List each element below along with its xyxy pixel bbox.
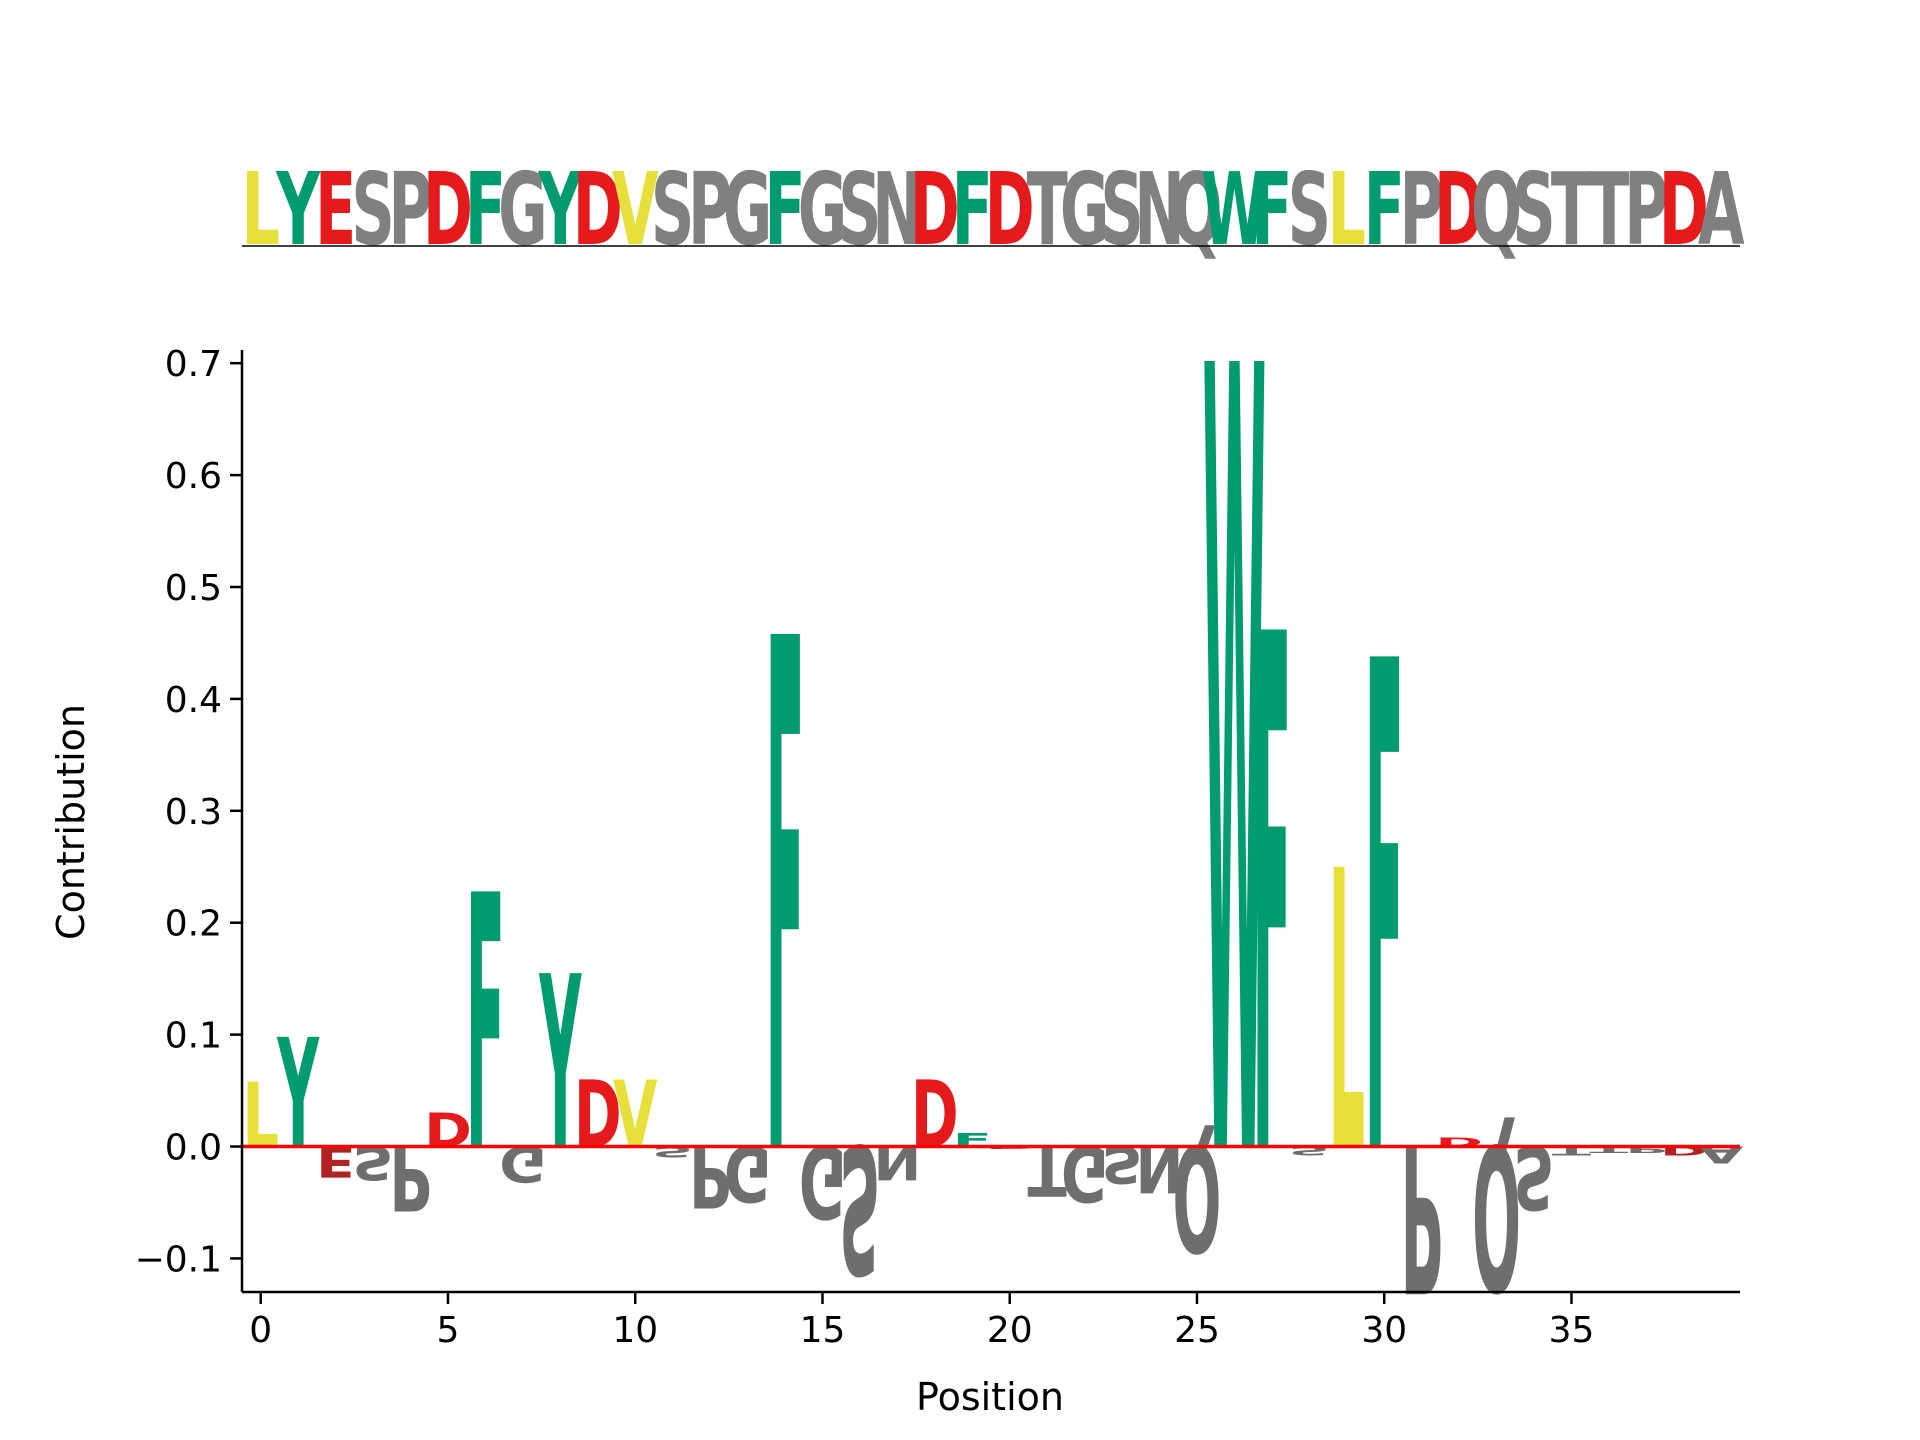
sequence-letter: G bbox=[798, 152, 848, 268]
logo-glyph: Q bbox=[1172, 1111, 1221, 1281]
sequence-letter: S bbox=[838, 152, 882, 268]
x-tick-label: 10 bbox=[612, 1310, 658, 1351]
logo-glyph: G bbox=[499, 1135, 546, 1193]
y-tick-label: 0.1 bbox=[165, 1016, 222, 1057]
sequence-letter: G bbox=[498, 152, 548, 268]
sequence-letter: P bbox=[1624, 152, 1668, 268]
y-tick-label: 0.3 bbox=[165, 792, 222, 833]
sequence-letter: S bbox=[1100, 152, 1144, 268]
sequence-letter: E bbox=[315, 152, 356, 268]
sequence-letter: S bbox=[651, 152, 695, 268]
sequence-letter: D bbox=[910, 152, 960, 268]
y-axis-title: Contribution bbox=[49, 704, 93, 940]
logo-glyph: W bbox=[1203, 147, 1267, 1401]
sequence-letter: Y bbox=[538, 152, 583, 268]
sequence-letter: T bbox=[1588, 152, 1629, 268]
logo-glyph: S bbox=[352, 1135, 393, 1188]
logo-glyph: P bbox=[1401, 1098, 1443, 1333]
y-tick-label: 0.7 bbox=[165, 344, 222, 385]
x-tick-label: 30 bbox=[1361, 1310, 1407, 1351]
x-tick-label: 35 bbox=[1549, 1310, 1595, 1351]
logo-glyph: T bbox=[1589, 1144, 1628, 1155]
sequence-letter: Q bbox=[1171, 152, 1222, 268]
sequence-letter: F bbox=[764, 152, 805, 268]
logo-glyph: P bbox=[389, 1125, 431, 1229]
sequence-letter: N bbox=[1134, 152, 1185, 268]
logo-glyph: D bbox=[574, 1063, 622, 1170]
sequence-letter: F bbox=[1364, 152, 1405, 268]
sequence-letter: S bbox=[1512, 152, 1556, 268]
sequence-letter: L bbox=[241, 152, 279, 268]
x-axis-title: Position bbox=[916, 1375, 1064, 1419]
sequence-letter: P bbox=[1400, 152, 1444, 268]
logo-glyph: D bbox=[911, 1063, 959, 1170]
sequence-letter: T bbox=[1551, 152, 1592, 268]
logo-glyph: V bbox=[613, 1063, 658, 1170]
logo-glyph: E bbox=[316, 1136, 355, 1186]
sequence-letter: N bbox=[872, 152, 923, 268]
sequence-letter: F bbox=[952, 152, 993, 268]
y-tick-label: 0.5 bbox=[165, 568, 222, 609]
logo-glyph: F bbox=[765, 494, 804, 1313]
logo-glyph: Y bbox=[539, 925, 582, 1203]
y-tick-label: 0.4 bbox=[165, 680, 222, 721]
sequence-letter: V bbox=[612, 152, 659, 268]
sequence-letter: D bbox=[1659, 152, 1709, 268]
sequence-letter: G bbox=[723, 152, 773, 268]
logo-glyph: G bbox=[1061, 1127, 1108, 1216]
logo-glyph: Y bbox=[276, 1007, 320, 1183]
y-tick-label: −0.1 bbox=[135, 1239, 222, 1280]
sequence-letter: D bbox=[1434, 152, 1484, 268]
sequence-letter: W bbox=[1201, 152, 1268, 268]
logo-glyph: D bbox=[424, 1105, 472, 1158]
x-ticks: 0 5 10 15 20 25 30 35 bbox=[249, 1292, 1594, 1351]
sequence-letter: Q bbox=[1471, 152, 1522, 268]
sequence-letter: L bbox=[1328, 152, 1366, 268]
logo-glyph: S bbox=[1513, 1125, 1555, 1227]
x-tick-label: 15 bbox=[800, 1310, 846, 1351]
logo-glyph: P bbox=[689, 1125, 731, 1223]
logo-plot-area: LYESPDFGYDVSPGFGSNDFDTGSNQWFSLFPDQSTTPDA… bbox=[49, 147, 1744, 1419]
logo-glyph: T bbox=[1028, 1130, 1068, 1210]
logo-glyph: A bbox=[1699, 1141, 1744, 1168]
y-tick-label: 0.0 bbox=[165, 1128, 222, 1169]
y-ticks: −0.1 0.0 0.1 0.2 0.3 0.4 0.5 0.6 0.7 bbox=[135, 344, 242, 1280]
sequence-letter: P bbox=[688, 152, 732, 268]
x-tick-label: 0 bbox=[249, 1310, 272, 1351]
sequence-letter: P bbox=[388, 152, 432, 268]
sequence-letter: D bbox=[573, 152, 623, 268]
logo-glyph: G bbox=[724, 1127, 771, 1216]
logo-glyph: L bbox=[242, 1063, 279, 1167]
sequence-letter: D bbox=[985, 152, 1035, 268]
logo-glyph: F bbox=[1252, 488, 1291, 1314]
sequence-letter: G bbox=[1060, 152, 1110, 268]
x-tick-label: 5 bbox=[437, 1310, 460, 1351]
sequence-letter: D bbox=[423, 152, 473, 268]
sequence-letter: S bbox=[351, 152, 395, 268]
logo-glyph: N bbox=[873, 1135, 921, 1188]
sequence-letter: Y bbox=[276, 152, 321, 268]
y-tick-label: 0.2 bbox=[165, 904, 222, 945]
logo-glyph: F bbox=[1365, 522, 1404, 1305]
logo-glyph: L bbox=[1328, 790, 1365, 1238]
x-tick-label: 25 bbox=[1174, 1310, 1220, 1351]
sequence-letter: T bbox=[1027, 152, 1068, 268]
y-tick-label: 0.6 bbox=[165, 456, 222, 497]
sequence-letter: S bbox=[1288, 152, 1332, 268]
logo-glyph: S bbox=[1101, 1134, 1143, 1193]
sequence-letter: A bbox=[1698, 152, 1745, 268]
logo-glyph: P bbox=[1625, 1144, 1667, 1155]
sequence-letter: F bbox=[1251, 152, 1292, 268]
logo-glyph: G bbox=[799, 1122, 846, 1238]
logo-glyph: S bbox=[839, 1105, 880, 1311]
x-tick-label: 20 bbox=[987, 1310, 1033, 1351]
logo-glyph: N bbox=[1135, 1131, 1183, 1206]
logo-glyph: F bbox=[466, 823, 505, 1230]
sequence-letter: F bbox=[465, 152, 506, 268]
